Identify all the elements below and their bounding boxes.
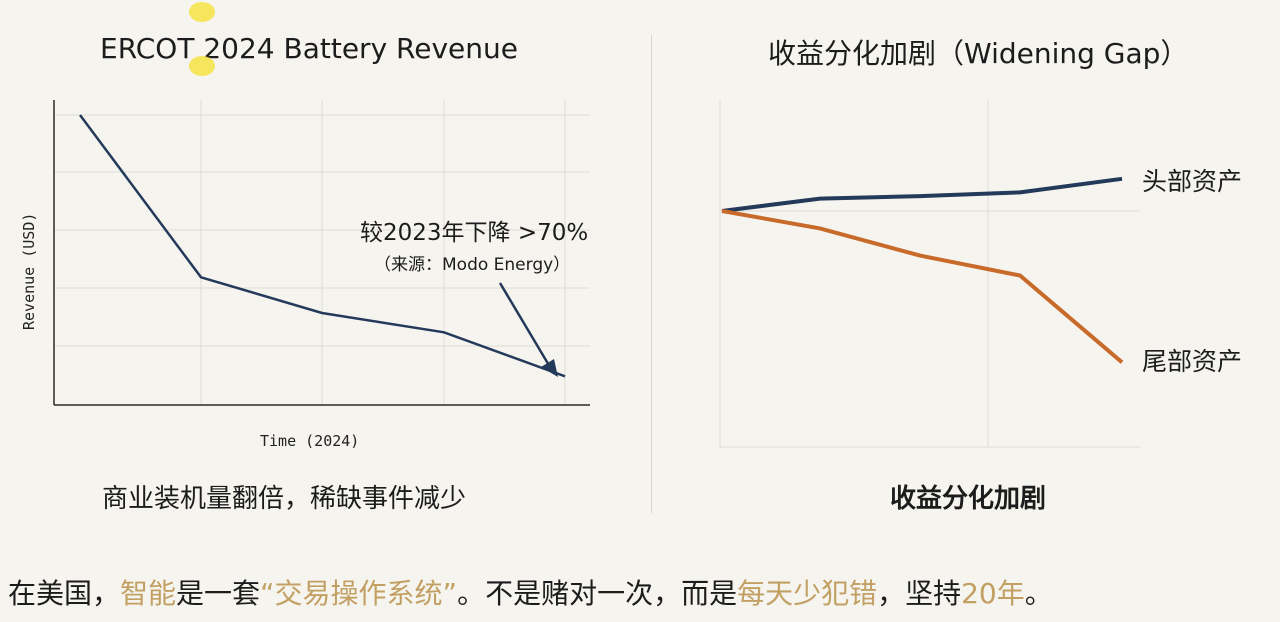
tail-assets-label: 尾部资产 [1142, 347, 1242, 376]
left-xlabel: Time (2024) [260, 432, 359, 450]
subtitle-segment: 在美国， [8, 577, 121, 610]
subtitle-highlight: 智能 [120, 577, 177, 610]
top-assets-label: 头部资产 [1142, 167, 1242, 196]
subtitle-highlight: “交易操作系统” [260, 577, 458, 610]
subtitle-segment: 。不是赌对一次，而是 [457, 577, 738, 610]
left-grid [54, 100, 590, 405]
subtitle-segment: ，坚持 [877, 577, 962, 610]
tail-assets-line [721, 209, 1124, 364]
revenue-line [78, 114, 566, 378]
subtitle-highlight: 每天少犯错 [737, 577, 878, 610]
left-ylabel: Revenue (USD) [20, 213, 38, 330]
subtitle-highlight: 20年 [961, 577, 1025, 610]
left-caption: 商业装机量翻倍，稀缺事件减少 [102, 484, 467, 514]
annotation-arrowhead [541, 359, 558, 377]
top-assets-line [721, 176, 1123, 213]
highlight-marker-top [189, 2, 215, 22]
left-chart: Revenue (USD) Time (2024) 较2023年下降 >70% … [20, 100, 590, 450]
bottom-subtitle: 在美国，智能是一套“交易操作系统”。不是赌对一次，而是每天少犯错，坚持20年。 [8, 572, 1053, 612]
annotation-text: 较2023年下降 >70% [360, 220, 588, 246]
panel-divider [651, 35, 652, 513]
left-chart-title: ERCOT 2024 Battery Revenue [100, 32, 518, 65]
subtitle-segment: 。 [1024, 577, 1053, 610]
right-grid [719, 100, 1140, 448]
right-caption: 收益分化加剧 [890, 484, 1047, 514]
right-chart-title: 收益分化加剧（Widening Gap） [768, 37, 1189, 70]
highlight-marker-bottom [189, 56, 215, 76]
annotation-arrow [498, 282, 552, 368]
annotation-subtext: （来源：Modo Energy） [374, 255, 570, 275]
subtitle-segment: 是一套 [176, 577, 261, 610]
